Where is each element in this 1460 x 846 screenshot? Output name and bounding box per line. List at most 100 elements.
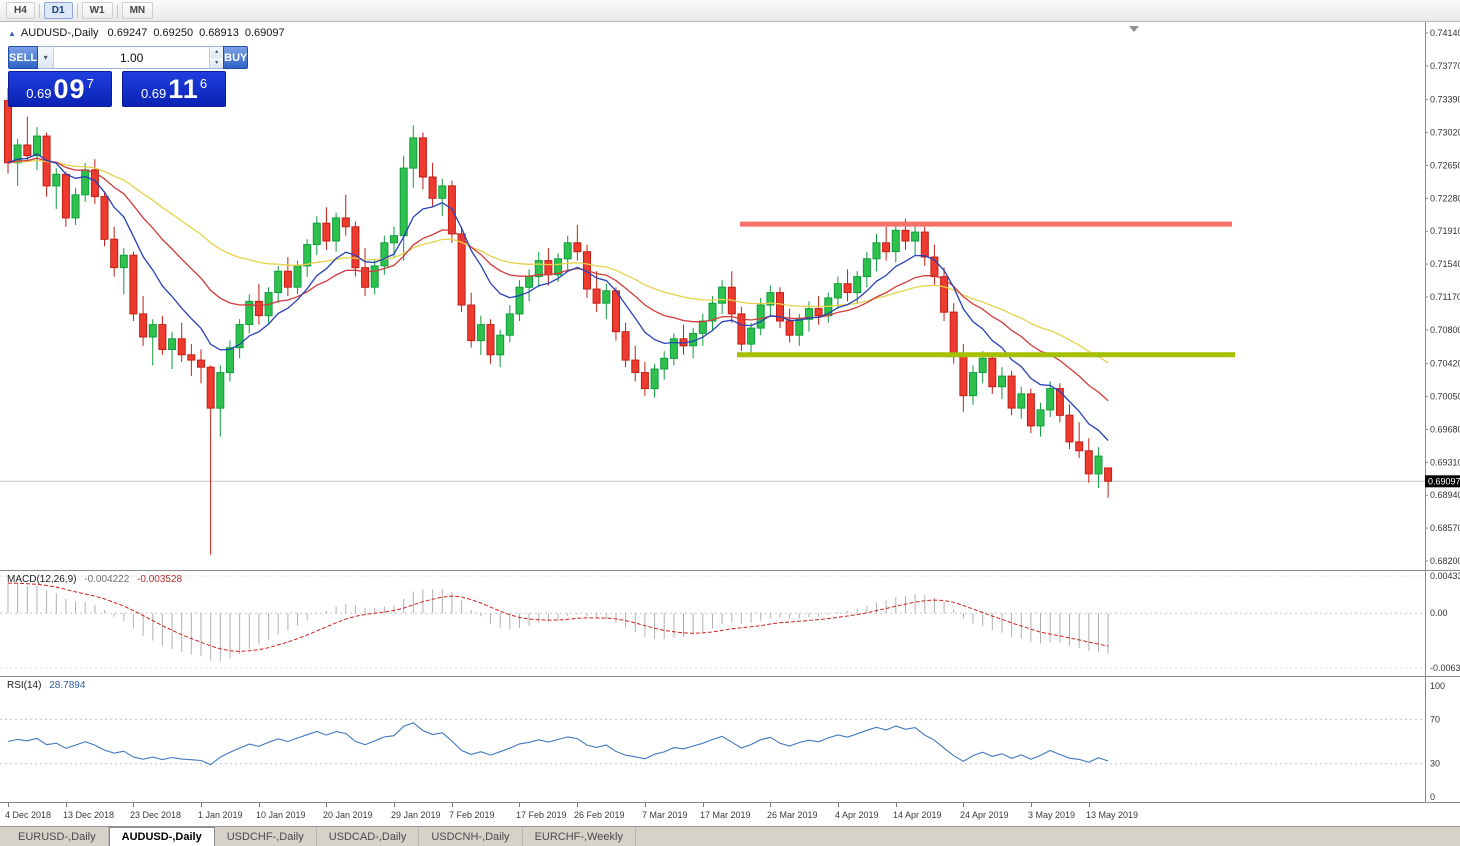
toolbar-separator — [76, 3, 78, 18]
date-axis-label: 7 Mar 2019 — [642, 810, 688, 820]
rsi-label: RSI(14) 28.7894 — [7, 680, 85, 691]
ohlc-open: 0.69247 — [107, 27, 148, 39]
date-tick — [1089, 803, 1090, 807]
current-price-badge-text: 0.69097 — [1428, 476, 1460, 486]
date-axis-label: 7 Feb 2019 — [449, 810, 495, 820]
price-axis-label: 0.68940 — [1430, 490, 1460, 500]
macd-signal-value: -0.003528 — [137, 574, 183, 585]
symbol-name: AUDUSD-,Daily — [20, 27, 99, 39]
sell-price-big: 0.69 — [26, 86, 52, 101]
one-click-trading-panel: SELL ▾ ▴ ▾ BUY 0.69 09 7 0.69 11 6 — [8, 46, 249, 107]
date-axis-label: 14 Apr 2019 — [893, 810, 942, 820]
date-axis-label: 3 May 2019 — [1028, 810, 1076, 820]
buy-price-mid: 11 — [168, 73, 199, 104]
date-tick — [259, 803, 260, 807]
date-tick — [963, 803, 964, 807]
date-tick — [896, 803, 897, 807]
date-tick — [770, 803, 771, 807]
date-axis: 4 Dec 2018 13 Dec 2018 23 Dec 2018 1 Jan 20… — [0, 802, 1460, 826]
rsi-axis-label: 70 — [1430, 714, 1440, 724]
price-axis-label: 0.73390 — [1430, 95, 1460, 105]
timeframe-button-d1[interactable]: D1 — [43, 2, 73, 19]
chart-title: ▲ AUDUSD-,Daily 0.69247 0.69250 0.68913 … — [8, 27, 291, 39]
ma-slow-line — [7, 159, 1109, 364]
rsi-panel-canvas[interactable]: 100 70 30 0 — [0, 676, 1460, 802]
price-axis-label: 0.71540 — [1430, 259, 1460, 269]
buy-price-display[interactable]: 0.69 11 6 — [122, 71, 226, 107]
price-axis-label: 0.72280 — [1430, 193, 1460, 203]
candlestick-series — [4, 88, 1113, 555]
date-axis-label: 29 Jan 2019 — [391, 810, 441, 820]
macd-axis-label: 0.00 — [1430, 608, 1448, 618]
chart-tab-eurchf[interactable]: EURCHF-,Weekly — [523, 827, 636, 846]
timeframe-button-mn[interactable]: MN — [121, 2, 154, 19]
rsi-axis-label: 30 — [1430, 759, 1440, 769]
date-axis-label: 1 Jan 2019 — [198, 810, 243, 820]
current-price-badge — [1425, 475, 1460, 488]
chart-tab-audusd[interactable]: AUDUSD-,Daily — [108, 827, 215, 846]
toolbar-separator — [116, 3, 118, 18]
chart-tab-usdcad[interactable]: USDCAD-,Daily — [317, 827, 420, 846]
buy-price-big: 0.69 — [140, 86, 167, 101]
date-axis-label: 13 May 2019 — [1086, 810, 1139, 820]
sell-button[interactable]: SELL — [8, 46, 39, 69]
buy-button[interactable]: BUY — [223, 46, 249, 69]
price-axis-label: 0.69310 — [1430, 457, 1460, 467]
rsi-name: RSI(14) — [7, 680, 42, 691]
price-axis-label: 0.74140 — [1430, 28, 1460, 38]
sell-price-sup: 7 — [86, 76, 94, 91]
date-tick — [452, 803, 453, 807]
date-axis-label: 26 Feb 2019 — [574, 810, 625, 820]
chart-tab-usdchf[interactable]: USDCHF-,Daily — [215, 827, 317, 846]
date-tick — [326, 803, 327, 807]
price-axis-label: 0.71910 — [1430, 226, 1460, 236]
trade-controls-row: SELL ▾ ▴ ▾ BUY — [8, 46, 249, 69]
timeframe-button-h4[interactable]: H4 — [6, 2, 35, 19]
price-axis-label: 0.68570 — [1430, 523, 1460, 533]
chart-tab-eurusd[interactable]: EURUSD-,Daily — [6, 827, 109, 846]
date-tick — [577, 803, 578, 807]
date-tick — [1031, 803, 1032, 807]
price-axis-label: 0.71170 — [1430, 292, 1460, 302]
chart-tab-usdcnh[interactable]: USDCNH-,Daily — [419, 827, 523, 846]
price-axis-label: 0.70800 — [1430, 325, 1460, 335]
toolbar-separator — [38, 3, 40, 18]
date-tick — [66, 803, 67, 807]
price-axis-label: 0.68200 — [1430, 556, 1460, 566]
ohlc-high: 0.69250 — [153, 27, 194, 39]
rsi-axis-label: 0 — [1430, 792, 1435, 802]
volume-input[interactable] — [54, 47, 210, 68]
sell-price-mid: 09 — [53, 73, 86, 104]
ma-fast-line — [7, 153, 1109, 441]
rsi-axis-label: 100 — [1430, 681, 1445, 691]
price-axis-label: 0.69680 — [1430, 424, 1460, 434]
date-axis-label: 23 Dec 2018 — [130, 810, 182, 820]
price-axis-label: 0.70420 — [1430, 359, 1460, 369]
volume-decrease-button[interactable]: ▾ — [210, 57, 224, 68]
main-chart-canvas[interactable]: 0.74140 0.73770 0.73390 0.73020 0.72650 0.722… — [0, 22, 1460, 570]
date-axis-label: 4 Dec 2018 — [5, 810, 52, 820]
ohlc-close: 0.69097 — [244, 27, 285, 39]
price-axis-label: 0.73020 — [1430, 128, 1460, 138]
date-axis-label: 17 Mar 2019 — [700, 810, 751, 820]
trade-prices-row: 0.69 09 7 0.69 11 6 — [8, 71, 226, 107]
volume-dropdown-button[interactable]: ▾ — [38, 47, 55, 68]
date-axis-label: 13 Dec 2018 — [63, 810, 115, 820]
macd-signal-line — [7, 582, 1109, 652]
ohlc-low: 0.68913 — [199, 27, 239, 39]
sell-price-display[interactable]: 0.69 09 7 — [8, 71, 112, 107]
timeframe-button-w1[interactable]: W1 — [81, 2, 113, 19]
macd-name: MACD(12,26,9) — [7, 574, 77, 585]
rsi-line — [7, 722, 1109, 766]
one-click-collapse-icon[interactable]: ▲ — [8, 28, 16, 38]
macd-axis-label: 0.004331 — [1430, 571, 1460, 581]
date-axis-label: 24 Apr 2019 — [960, 810, 1009, 820]
timeframe-button-group: H4 D1 W1 MN — [6, 2, 154, 19]
ma-mid-line — [7, 157, 1109, 402]
macd-panel-canvas[interactable]: 0.004331 0.00 -0.006375 — [0, 570, 1460, 676]
date-tick — [838, 803, 839, 807]
date-axis-label: 10 Jan 2019 — [256, 810, 306, 820]
chart-shift-marker-icon[interactable] — [1129, 26, 1139, 32]
volume-increase-button[interactable]: ▴ — [210, 47, 224, 58]
